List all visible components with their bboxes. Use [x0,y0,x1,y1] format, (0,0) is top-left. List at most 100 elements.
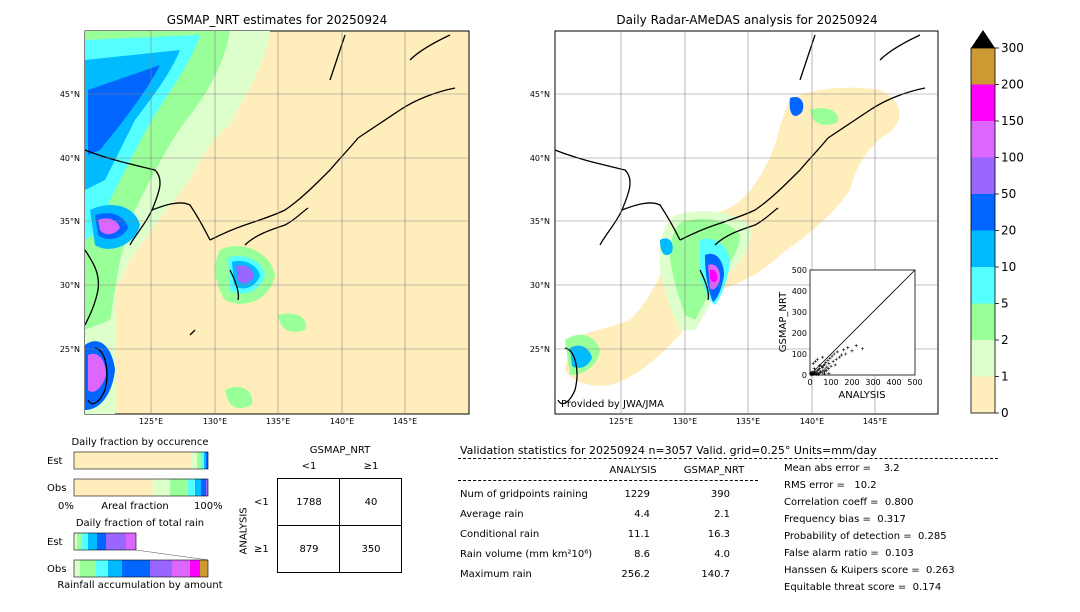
score-line: Mean abs error = 3.2 [784,463,900,474]
occurrence-row-est: Est [47,456,63,467]
colorbar-tick-label: 50 [1001,187,1016,201]
scatter-point [837,355,841,359]
colorbar-tick-label: 200 [1001,78,1024,92]
validation-row-gsmap: 2.1 [714,509,730,520]
scatter-point [842,348,846,352]
scatter-point [828,356,832,360]
occurrence-title: Daily fraction by occurence [71,437,209,448]
total-rain-caption: Rainfall accumulation by amount [57,580,223,591]
scatter-point [854,344,858,348]
occurrence-axis-mid: Areal fraction [101,501,169,512]
validation-row-analysis: 1229 [624,489,650,500]
scatter-inset: 0 100 200 300 400 500 0 100 200 300 400 500 ANALYS… [778,266,923,401]
total-rain-est-segment [126,533,136,550]
scatter-point [830,354,834,358]
occurrence-est-segment [192,452,197,469]
lon-label: 145°E [863,417,887,426]
scatter-point [844,352,848,356]
lon-label: 135°E [266,417,290,426]
total-rain-est-segment [106,533,126,550]
right-map-coastlines [554,34,926,405]
score-line: Hanssen & Kuipers score = 0.263 [784,565,955,576]
colorbar-tick-label: 2 [1001,333,1009,347]
lon-label: 145°E [393,417,417,426]
scatter-y-tick: 200 [792,329,807,338]
total-rain-obs-segment [190,560,200,577]
scatter-point [823,367,827,371]
total-rain-obs-frame [73,559,209,578]
left-map-gridlines [85,31,469,414]
total-rain-est-segment [82,533,88,550]
colorbar-tick-label: 1 [1001,370,1009,384]
occurrence-obs-segment [154,479,170,496]
occurrence-axis-left: 0% [58,501,74,512]
occurrence-est-segment [201,452,204,469]
scatter-y-tick: 400 [792,287,807,296]
scatter-point [850,349,854,353]
left-map-lat-labels: 45°N 40°N 35°N 30°N 25°N [60,90,80,354]
validation-row-analysis: 256.2 [621,569,650,580]
scatter-point [826,367,830,371]
validation-row-analysis: 4.4 [634,509,650,520]
right-map-gridlines [555,31,938,414]
lon-label: 140°E [800,417,824,426]
colorbar-swatch [971,303,995,341]
validation-header: Validation statistics for 20250924 n=305… [460,444,877,457]
occurrence-obs-segment [201,479,206,496]
left-map-title: GSMAP_NRT estimates for 20250924 [166,13,388,27]
contingency-cell: 879 [299,544,319,555]
validation-row-label: Num of gridpoints raining [460,489,588,500]
total-rain-est-segment [97,533,106,550]
total-rain-bars [73,532,209,578]
right-map-lat-labels: 45°N 40°N 35°N 30°N 25°N [530,90,550,354]
validation-row-gsmap: 390 [710,489,730,500]
colorbar-tick-label: 0 [1001,406,1009,420]
scatter-x-tick: 300 [865,378,880,387]
scatter-point [822,370,826,374]
total-rain-obs-segment [150,560,172,577]
occurrence-est-segment [74,452,192,469]
total-rain-obs-segment [172,560,190,577]
scatter-point [817,364,821,368]
occurrence-obs-segment [195,479,201,496]
contingency-cell: 40 [364,497,378,508]
contingency-row-label: ≥1 [254,544,269,555]
lon-label: 140°E [330,417,354,426]
occurrence-obs-segment [170,479,188,496]
colorbar-swatch [971,48,995,85]
score-line: RMS error = 10.2 [784,480,877,491]
score-line: Equitable threat score = 0.174 [784,582,942,593]
scatter-y-tick: 300 [792,308,807,317]
scatter-y-tick: 500 [792,266,807,275]
colorbar-tick-label: 150 [1001,114,1024,128]
total-rain-obs-segment [96,560,108,577]
colorbar-tick-label: 100 [1001,151,1024,165]
contingency-grid [277,478,402,573]
scatter-x-tick: 400 [886,378,901,387]
lat-label: 30°N [530,281,550,290]
occurrence-obs-segment [188,479,195,496]
total-rain-row-obs: Obs [47,564,67,575]
right-map-rain-field [565,87,900,386]
scatter-x-tick: 0 [807,378,812,387]
lat-label: 25°N [530,345,550,354]
scatter-x-label: ANALYSIS [838,390,885,401]
lon-label: 125°E [139,417,163,426]
total-rain-obs-segment [108,560,122,577]
occurrence-est-segment [204,452,206,469]
scatter-point [834,357,838,361]
contingency-cell: 1788 [296,497,322,508]
right-map-lon-labels: 125°E 130°E 135°E 140°E 145°E [609,417,887,426]
left-map-coastlines [84,34,456,405]
occurrence-axis-right: 100% [194,501,223,512]
validation-row-label: Average rain [460,509,524,520]
scatter-x-tick: 500 [907,378,922,387]
scatter-point [826,358,830,362]
colorbar-swatch [971,267,995,304]
validation-row-analysis: 11.1 [627,529,650,540]
scatter-points [809,344,864,377]
scatter-y-tick: 0 [802,371,807,380]
scatter-point [832,352,836,356]
scatter-point [825,365,829,369]
